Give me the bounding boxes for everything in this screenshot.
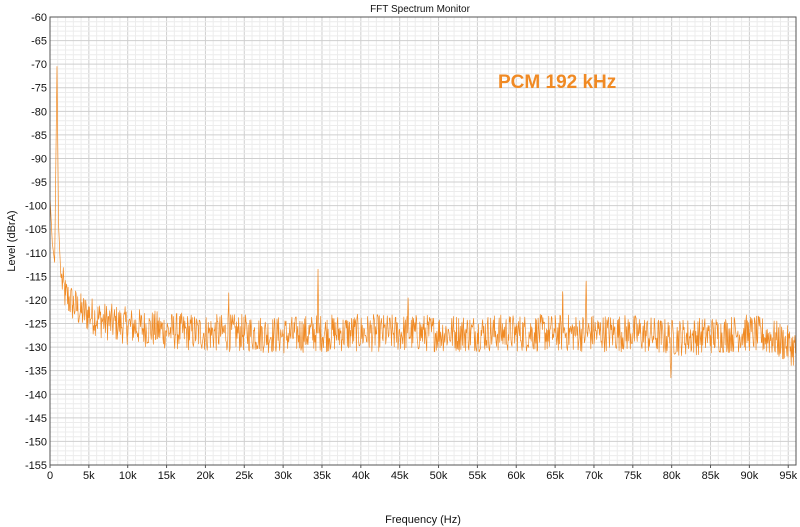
x-axis-label: Frequency (Hz)	[385, 514, 461, 526]
x-tick-label: 25k	[235, 470, 253, 482]
x-tick-label: 5k	[83, 470, 95, 482]
x-tick-label: 60k	[507, 470, 525, 482]
y-tick-label: -60	[31, 12, 47, 24]
x-tick-label: 65k	[546, 470, 564, 482]
format-annotation: PCM 192 kHz	[498, 72, 616, 93]
y-tick-label: -95	[31, 177, 47, 189]
x-tick-label: 20k	[197, 470, 215, 482]
chart-title: FFT Spectrum Monitor	[370, 4, 471, 15]
y-tick-label: -130	[25, 342, 47, 354]
y-tick-label: -65	[31, 36, 47, 48]
y-tick-label: -135	[25, 366, 47, 378]
y-tick-label: -80	[31, 106, 47, 118]
y-tick-label: -85	[31, 130, 47, 142]
y-tick-label: -140	[25, 389, 47, 401]
y-tick-label: -145	[25, 413, 47, 425]
x-tick-label: 85k	[702, 470, 720, 482]
y-tick-label: -75	[31, 83, 47, 95]
y-tick-label: -110	[26, 248, 47, 260]
y-tick-label: -90	[31, 153, 47, 165]
y-tick-label: -100	[25, 201, 47, 213]
y-tick-label: -155	[25, 460, 47, 472]
y-tick-label: -120	[25, 295, 47, 307]
x-tick-label: 95k	[779, 470, 797, 482]
x-tick-label: 70k	[585, 470, 603, 482]
spectrum-trace	[49, 66, 797, 379]
plot-frame	[49, 16, 797, 466]
y-axis-ticks: -60 -65 -70 -75 -80 -85 -90 -95 -100 -105 -110 -115…	[25, 12, 47, 472]
x-tick-label: 90k	[741, 470, 759, 482]
x-tick-label: 30k	[274, 470, 292, 482]
y-tick-label: -105	[25, 224, 47, 236]
x-tick-label: 75k	[624, 470, 642, 482]
x-tick-label: 15k	[158, 470, 176, 482]
x-axis-ticks: 0 5k 10k 15k 20k 25k 30k 35k 40k 45k 50k 55k 60k 65k 7…	[47, 465, 798, 482]
x-tick-label: 45k	[391, 470, 409, 482]
x-tick-label: 40k	[352, 470, 370, 482]
x-tick-label: 80k	[663, 470, 681, 482]
y-axis-label: Level (dBrA)	[6, 210, 18, 271]
y-tick-label: -150	[25, 436, 47, 448]
grid	[49, 16, 797, 466]
x-tick-label: 35k	[313, 470, 331, 482]
x-tick-label: 55k	[469, 470, 487, 482]
x-tick-label: 10k	[119, 470, 137, 482]
series-layer	[49, 66, 797, 379]
y-tick-label: -125	[25, 319, 47, 331]
y-tick-label: -70	[31, 59, 47, 71]
y-tick-label: -115	[26, 271, 47, 283]
x-tick-label: 0	[47, 470, 53, 482]
x-tick-label: 50k	[430, 470, 448, 482]
